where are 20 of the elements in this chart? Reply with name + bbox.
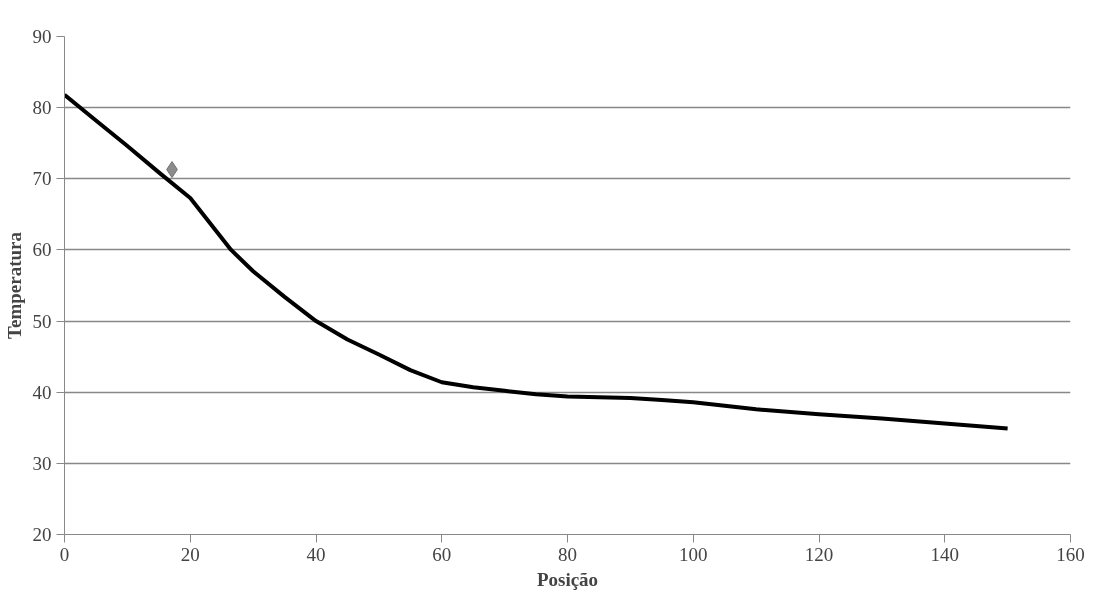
x-tick-label: 100 xyxy=(679,543,708,565)
line-series xyxy=(64,92,1010,431)
y-axis-title: Temperatura xyxy=(3,231,25,339)
x-tick-label: 20 xyxy=(180,543,200,565)
y-tick-label: 90 xyxy=(32,26,52,47)
y-tick-label: 80 xyxy=(32,97,52,119)
y-tick-label: 70 xyxy=(32,168,52,190)
x-tick-label: 80 xyxy=(558,543,577,565)
x-tick-label: 60 xyxy=(432,543,452,565)
x-tick-label: 0 xyxy=(59,543,70,565)
y-tick-label: 60 xyxy=(32,239,52,261)
x-tick-label: 120 xyxy=(804,543,834,565)
x-tick-label: 160 xyxy=(1056,543,1085,565)
y-tick-label: 30 xyxy=(32,452,52,474)
x-tick-label: 140 xyxy=(930,543,959,565)
x-axis-title: Posição xyxy=(536,568,599,590)
y-tick-label: 40 xyxy=(32,381,52,403)
x-tick-label: 40 xyxy=(306,543,326,565)
y-tick-label: 50 xyxy=(32,310,52,332)
y-tick-label: 20 xyxy=(32,524,52,545)
